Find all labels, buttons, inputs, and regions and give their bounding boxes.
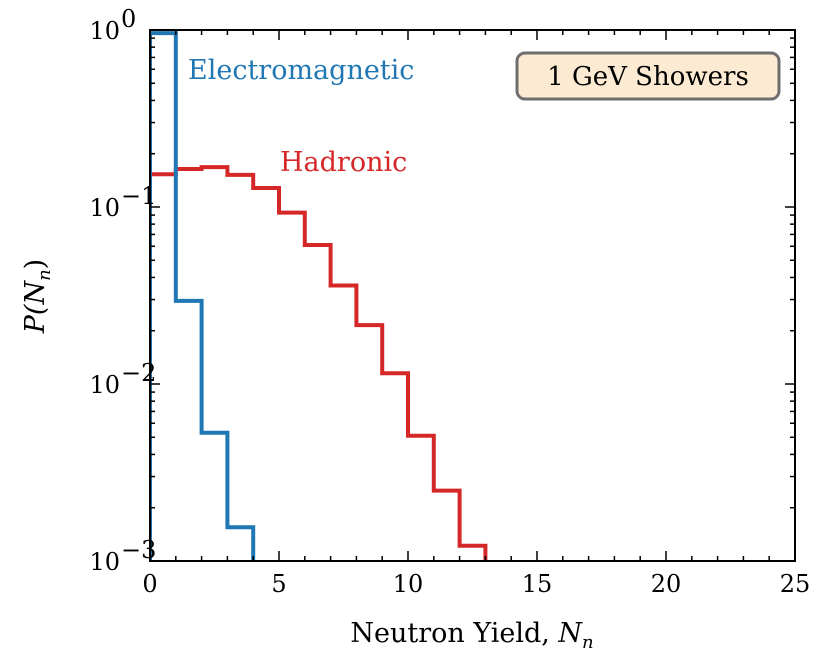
- y-axis-title: P(Nn): [20, 259, 55, 334]
- annotation-box: 1 GeV Showers: [515, 51, 781, 101]
- plot-area: [150, 31, 488, 561]
- annotation-box-background: [515, 51, 781, 101]
- y-tick-label-exponent: −2: [121, 359, 156, 387]
- x-tick-label: 0: [142, 570, 157, 598]
- x-tick-label: 5: [271, 570, 286, 598]
- x-tick-label: 15: [522, 570, 553, 598]
- series-label-hadronic: Hadronic: [280, 147, 407, 178]
- y-tick-label: 10: [89, 371, 120, 399]
- y-tick-label-exponent: −3: [121, 536, 156, 564]
- x-axis-title: Neutron Yield, Nn: [350, 618, 593, 653]
- y-tick-label-exponent: −1: [121, 182, 156, 210]
- y-tick-label: 10: [89, 194, 120, 222]
- axis-ticks: [149, 29, 796, 562]
- x-tick-label: 25: [780, 570, 811, 598]
- x-tick-label: 20: [651, 570, 682, 598]
- y-tick-label: 10: [89, 17, 120, 45]
- annotation-text: 1 GeV Showers: [547, 62, 749, 92]
- series-line-electromagnetic: [150, 31, 256, 561]
- x-tick-label: 10: [393, 570, 424, 598]
- series-label-electromagnetic: Electromagnetic: [188, 55, 414, 86]
- y-tick-label: 10: [89, 548, 120, 576]
- series-line-hadronic: [150, 165, 488, 561]
- plot-frame: [149, 29, 796, 562]
- y-tick-label-exponent: 0: [121, 5, 136, 33]
